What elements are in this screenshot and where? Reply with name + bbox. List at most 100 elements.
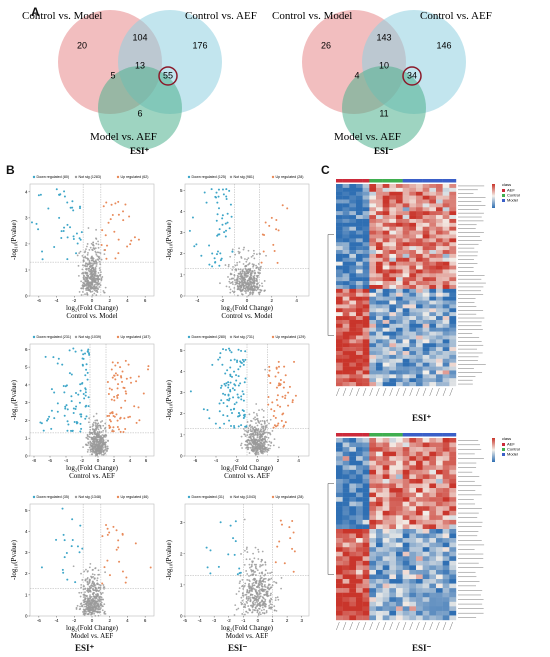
point-down bbox=[225, 197, 228, 200]
point-ns bbox=[236, 284, 239, 287]
x-tick-label: 4 bbox=[295, 298, 298, 303]
point-down bbox=[226, 415, 229, 418]
point-ns bbox=[255, 266, 258, 269]
heat-cell bbox=[429, 331, 437, 336]
heat-cell bbox=[396, 195, 403, 200]
heat-cell bbox=[389, 370, 397, 375]
point-ns bbox=[232, 283, 234, 286]
point-down bbox=[231, 387, 234, 390]
heat-cell bbox=[409, 269, 417, 274]
heat-cell bbox=[362, 492, 370, 498]
heat-cell bbox=[416, 242, 423, 247]
heat-cell bbox=[449, 257, 457, 262]
point-down bbox=[63, 391, 66, 394]
point-ns bbox=[261, 440, 264, 442]
point-ns bbox=[86, 589, 88, 592]
heat-cell bbox=[442, 207, 450, 212]
heat-cell bbox=[336, 488, 343, 493]
heat-cell bbox=[382, 519, 390, 525]
point-down bbox=[64, 405, 67, 408]
point-ns bbox=[242, 263, 245, 265]
heat-cell bbox=[336, 451, 343, 457]
point-ns bbox=[270, 441, 273, 444]
point-ns bbox=[87, 449, 89, 451]
point-ns bbox=[92, 447, 95, 450]
y-tick-label: 5 bbox=[180, 188, 183, 193]
heat-cell bbox=[376, 281, 383, 286]
heat-cell bbox=[356, 451, 363, 457]
heat-cell bbox=[442, 300, 450, 305]
heat-cell bbox=[389, 327, 397, 332]
heat-cell bbox=[376, 465, 383, 471]
heat-cell bbox=[409, 358, 417, 363]
point-up bbox=[108, 418, 111, 421]
heat-cell bbox=[389, 447, 397, 452]
heat-cell bbox=[436, 323, 443, 328]
legend-marker bbox=[116, 335, 120, 339]
heat-cell bbox=[369, 230, 377, 235]
point-ns bbox=[85, 289, 88, 292]
heat-cell bbox=[369, 343, 377, 348]
heat-cell bbox=[336, 195, 343, 200]
heat-cell bbox=[362, 319, 370, 325]
class-bar-cell bbox=[349, 179, 357, 183]
point-ns bbox=[253, 285, 256, 288]
point-ns bbox=[254, 607, 257, 610]
heat-cell bbox=[349, 238, 357, 243]
point-up bbox=[277, 229, 280, 232]
point-ns bbox=[250, 563, 253, 566]
heat-cell bbox=[396, 560, 403, 566]
point-ns bbox=[90, 272, 92, 274]
heat-cell bbox=[436, 366, 443, 371]
point-ns bbox=[262, 442, 264, 445]
heat-cell bbox=[409, 538, 417, 543]
heat-cell bbox=[402, 524, 410, 530]
heat-cell bbox=[362, 529, 370, 534]
heat-cell bbox=[369, 515, 377, 521]
heat-cell bbox=[409, 335, 417, 340]
point-down bbox=[37, 194, 40, 197]
heat-cell bbox=[422, 257, 430, 262]
heat-cell bbox=[356, 308, 363, 313]
point-down bbox=[236, 359, 239, 362]
heat-cell bbox=[376, 226, 383, 231]
point-down bbox=[215, 253, 218, 256]
point-ns bbox=[270, 598, 273, 601]
point-ns bbox=[98, 286, 101, 288]
heat-cell bbox=[382, 556, 390, 562]
point-ns bbox=[244, 435, 247, 438]
point-ns bbox=[90, 278, 93, 281]
heat-cell bbox=[362, 242, 370, 247]
point-ns bbox=[96, 255, 99, 258]
point-ns bbox=[93, 577, 96, 580]
heat-cell bbox=[449, 335, 457, 340]
heat-cell bbox=[389, 347, 397, 352]
point-ns bbox=[243, 270, 245, 273]
heat-cell bbox=[382, 378, 390, 383]
heat-cell bbox=[422, 184, 430, 189]
legend-marker bbox=[271, 175, 275, 179]
point-ns bbox=[94, 266, 97, 269]
point-ns bbox=[91, 580, 94, 583]
heat-cell bbox=[349, 273, 357, 278]
point-ns bbox=[240, 273, 242, 276]
point-ns bbox=[269, 572, 272, 574]
point-up bbox=[268, 369, 271, 372]
heat-cell bbox=[389, 456, 397, 461]
heat-cell bbox=[409, 246, 417, 251]
point-ns bbox=[248, 558, 251, 561]
point-down bbox=[216, 201, 219, 204]
point-up bbox=[128, 215, 131, 218]
heat-cell bbox=[382, 465, 390, 471]
heat-cell bbox=[409, 465, 417, 471]
heat-cell bbox=[416, 327, 423, 332]
heat-cell bbox=[436, 327, 443, 332]
point-ns bbox=[103, 253, 106, 256]
heat-cell bbox=[422, 474, 430, 480]
point-ns bbox=[86, 253, 89, 256]
heat-cell bbox=[442, 242, 450, 247]
heat-cell bbox=[362, 547, 370, 552]
point-ns bbox=[273, 438, 276, 441]
heat-cell bbox=[436, 211, 443, 216]
point-up bbox=[121, 370, 124, 373]
